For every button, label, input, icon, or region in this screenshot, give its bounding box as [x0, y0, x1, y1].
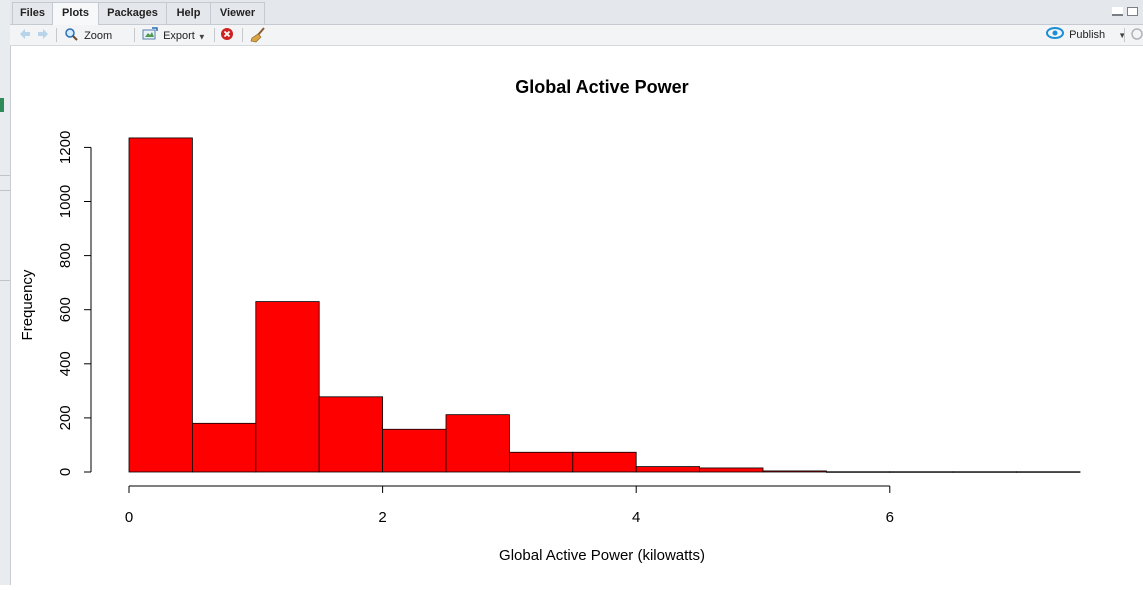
forward-arrow-icon[interactable]: [36, 27, 50, 43]
histogram-bar: [889, 471, 954, 473]
chevron-down-icon: ▼: [197, 32, 206, 42]
toolbar-separator: [56, 28, 57, 42]
publish-button[interactable]: Publish ▼: [1046, 27, 1126, 43]
x-axis: 0 2 4 6: [125, 485, 894, 526]
y-tick-label: 200: [57, 405, 74, 430]
toolbar-separator: [1124, 28, 1125, 42]
x-tick-label: 0: [125, 509, 133, 526]
y-tick-label: 1200: [57, 131, 74, 164]
tab-files[interactable]: Files: [12, 2, 53, 24]
pane-tab-bar: Files Plots Packages Help Viewer: [10, 0, 1143, 25]
histogram-bar: [762, 470, 827, 473]
publish-icon: [1046, 27, 1064, 44]
tab-viewer[interactable]: Viewer: [210, 2, 265, 24]
tab-help-label: Help: [176, 7, 201, 19]
chevron-down-icon: ▼: [1118, 31, 1127, 41]
back-arrow-icon[interactable]: [18, 27, 32, 43]
tab-plots[interactable]: Plots: [52, 2, 99, 25]
x-tick-label: 2: [378, 509, 386, 526]
minimize-pane-button[interactable]: [1112, 7, 1123, 16]
plots-toolbar: Zoom Export ▼ Publish ▼: [10, 25, 1143, 46]
histogram-bar: [699, 467, 764, 473]
x-axis-label: Global Active Power (kilowatts): [499, 547, 705, 564]
histogram-bar: [318, 396, 384, 473]
x-tick-label: 4: [632, 509, 640, 526]
chart-title: Global Active Power: [515, 77, 688, 97]
zoom-button[interactable]: Zoom: [64, 27, 112, 43]
tab-viewer-label: Viewer: [219, 7, 256, 19]
histogram-bar: [572, 451, 637, 473]
histogram-bar: [826, 471, 891, 473]
maximize-pane-button[interactable]: [1127, 7, 1138, 16]
publish-label: Publish: [1069, 29, 1106, 42]
left-pane-indicator: [0, 98, 4, 112]
zoom-icon: [64, 27, 78, 46]
x-tick-label: 6: [886, 509, 894, 526]
histogram-bar: [635, 466, 701, 473]
export-button[interactable]: Export ▼: [142, 27, 206, 43]
histogram-bar: [952, 471, 1018, 473]
toolbar-separator: [214, 28, 215, 42]
histogram-chart: Global Active Power Global Active Power …: [19, 77, 1081, 564]
toolbar-separator: [242, 28, 243, 42]
y-axis-label: Frequency: [19, 269, 36, 340]
left-pane-divider: [0, 175, 10, 176]
y-tick-label: 0: [57, 468, 74, 476]
tab-files-label: Files: [19, 7, 46, 19]
zoom-label: Zoom: [84, 30, 113, 43]
y-tick-label: 400: [57, 351, 74, 376]
left-pane-divider: [0, 190, 10, 191]
y-axis: 0 200 400 600 800 1000 1200: [57, 131, 92, 476]
tab-plots-label: Plots: [62, 7, 89, 19]
tab-packages-label: Packages: [107, 7, 158, 19]
tab-packages[interactable]: Packages: [98, 2, 167, 24]
histogram-bar: [1016, 471, 1081, 473]
histogram-bar: [191, 422, 257, 473]
y-tick-label: 800: [57, 243, 74, 268]
export-icon: [142, 27, 158, 46]
tab-help[interactable]: Help: [166, 2, 211, 24]
histogram-bar: [382, 428, 447, 473]
histogram-bars: [128, 137, 1081, 473]
histogram-bar: [255, 301, 320, 473]
y-tick-label: 1000: [57, 185, 74, 218]
histogram-bar: [445, 414, 510, 473]
plot-viewer: Global Active Power Global Active Power …: [11, 46, 1143, 585]
broom-icon[interactable]: [250, 27, 266, 43]
left-pane-edge: [0, 0, 11, 585]
histogram-bar: [508, 451, 574, 473]
left-pane-divider: [0, 280, 10, 281]
refresh-icon[interactable]: [1130, 27, 1143, 43]
histogram-bar: [128, 137, 193, 473]
toolbar-separator: [134, 28, 135, 42]
remove-plot-icon[interactable]: [220, 27, 234, 43]
export-label: Export: [163, 30, 195, 43]
y-tick-label: 600: [57, 297, 74, 322]
